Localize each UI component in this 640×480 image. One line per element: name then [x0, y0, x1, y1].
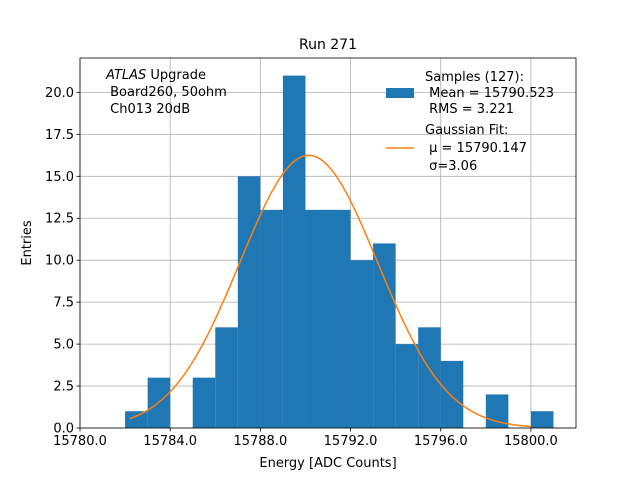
- x-tick-label: 15800.0: [504, 434, 558, 449]
- annotation-line-3: Ch013 20dB: [106, 102, 190, 117]
- x-axis-ticks: 15780.0 15784.0 15788.0 15792.0 15796.0 15800…: [53, 428, 558, 449]
- annotation-atlas: ATLAS: [105, 68, 146, 83]
- annotation-upgrade: Upgrade: [146, 68, 206, 83]
- histogram-bar: [125, 411, 148, 428]
- histogram-bar: [418, 327, 441, 428]
- histogram-bar: [350, 260, 374, 428]
- histogram-bar: [373, 243, 396, 428]
- histogram-bar: [305, 209, 328, 428]
- y-tick-label: 7.5: [53, 296, 74, 311]
- x-tick-label: 15788.0: [233, 434, 287, 449]
- y-tick-label: 15.0: [45, 170, 74, 185]
- histogram-bar: [440, 360, 464, 428]
- chart-title: Run 271: [299, 37, 357, 53]
- y-tick-label: 12.5: [45, 212, 74, 227]
- histogram-bar: [260, 209, 283, 428]
- histogram-bar: [282, 75, 306, 428]
- histogram-bar: [530, 411, 554, 428]
- legend-fit-line-1: Gaussian Fit:: [425, 123, 508, 138]
- annotation: ATLAS Upgrade Board260, 50ohm Ch013 20dB: [105, 68, 227, 117]
- gaussian-fit-line: [129, 154, 531, 428]
- y-tick-label: 5.0: [53, 338, 74, 353]
- y-tick-label: 0.0: [53, 422, 74, 437]
- histogram-bar: [328, 209, 351, 428]
- legend: Samples (127): Mean = 15790.523 RMS = 3.…: [386, 70, 554, 174]
- legend-histogram-line-1: Samples (127):: [425, 70, 524, 85]
- y-tick-label: 10.0: [45, 254, 74, 269]
- y-tick-label: 2.5: [53, 380, 74, 395]
- bars: [125, 75, 554, 428]
- legend-histogram-line-2: Mean = 15790.523: [425, 86, 554, 101]
- annotation-line-2: Board260, 50ohm: [106, 85, 227, 100]
- y-tick-label: 17.5: [45, 128, 74, 143]
- legend-fit-line-3: σ=3.06: [425, 159, 477, 174]
- x-tick-label: 15792.0: [324, 434, 378, 449]
- plot-frame: [79, 57, 577, 429]
- y-axis-label: Entries: [20, 220, 35, 266]
- x-axis-label: Energy [ADC Counts]: [259, 456, 396, 471]
- x-tick-label: 15780.0: [53, 434, 107, 449]
- legend-histogram-line-3: RMS = 3.221: [425, 102, 514, 117]
- y-axis-ticks: 0.0 2.5 5.0 7.5 10.0 12.5 15.0 17.5 20.0: [45, 86, 80, 437]
- y-tick-label: 20.0: [45, 86, 74, 101]
- histogram-bar: [395, 344, 419, 428]
- legend-histogram-swatch: [386, 88, 414, 98]
- histogram-bar: [237, 176, 261, 428]
- legend-fit-line-2: μ = 15790.147: [425, 141, 527, 156]
- x-tick-label: 15784.0: [143, 434, 197, 449]
- x-tick-label: 15796.0: [414, 434, 468, 449]
- histogram-bar: [215, 327, 238, 428]
- annotation-line-1: ATLAS Upgrade: [105, 68, 206, 83]
- histogram-bar: [192, 377, 216, 428]
